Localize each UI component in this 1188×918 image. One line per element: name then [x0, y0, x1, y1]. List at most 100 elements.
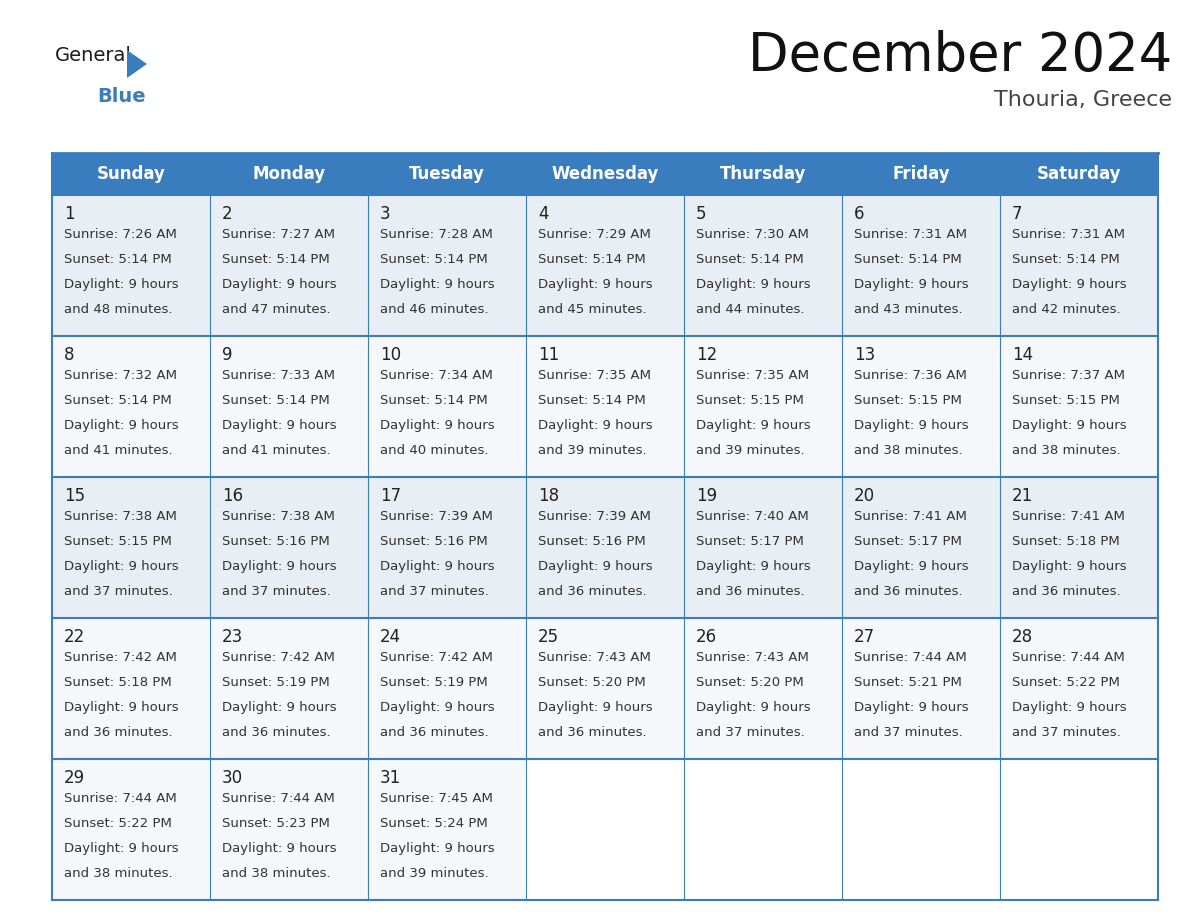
Text: Sunrise: 7:35 AM: Sunrise: 7:35 AM — [696, 369, 809, 382]
Text: Tuesday: Tuesday — [409, 165, 485, 183]
Text: 29: 29 — [64, 769, 86, 787]
Text: Sunset: 5:17 PM: Sunset: 5:17 PM — [696, 535, 804, 548]
Text: Saturday: Saturday — [1037, 165, 1121, 183]
Polygon shape — [127, 50, 147, 78]
Text: 14: 14 — [1012, 346, 1034, 364]
Text: Sunrise: 7:39 AM: Sunrise: 7:39 AM — [380, 510, 493, 523]
Text: 10: 10 — [380, 346, 402, 364]
Bar — [52, 153, 210, 195]
Text: Sunset: 5:15 PM: Sunset: 5:15 PM — [64, 535, 172, 548]
Bar — [842, 759, 1000, 900]
Text: Sunrise: 7:32 AM: Sunrise: 7:32 AM — [64, 369, 177, 382]
Bar — [210, 153, 368, 195]
Text: Sunset: 5:16 PM: Sunset: 5:16 PM — [380, 535, 488, 548]
Text: 5: 5 — [696, 205, 707, 223]
Text: Daylight: 9 hours: Daylight: 9 hours — [222, 560, 336, 573]
Text: Sunset: 5:24 PM: Sunset: 5:24 PM — [380, 817, 488, 830]
Text: and 36 minutes.: and 36 minutes. — [1012, 586, 1120, 599]
Bar — [52, 195, 1158, 336]
Text: Monday: Monday — [252, 165, 326, 183]
Text: Sunset: 5:16 PM: Sunset: 5:16 PM — [538, 535, 646, 548]
Text: Sunrise: 7:35 AM: Sunrise: 7:35 AM — [538, 369, 651, 382]
Text: Blue: Blue — [97, 87, 146, 106]
Text: Sunrise: 7:44 AM: Sunrise: 7:44 AM — [222, 792, 335, 805]
Bar — [52, 759, 1158, 900]
Text: Sunset: 5:22 PM: Sunset: 5:22 PM — [1012, 676, 1120, 689]
Text: Sunrise: 7:38 AM: Sunrise: 7:38 AM — [222, 510, 335, 523]
Text: Sunrise: 7:31 AM: Sunrise: 7:31 AM — [1012, 228, 1125, 241]
Text: Daylight: 9 hours: Daylight: 9 hours — [380, 278, 494, 291]
Text: and 36 minutes.: and 36 minutes. — [222, 726, 330, 739]
Text: December 2024: December 2024 — [747, 30, 1173, 82]
Text: Daylight: 9 hours: Daylight: 9 hours — [1012, 278, 1126, 291]
Text: Sunset: 5:14 PM: Sunset: 5:14 PM — [380, 253, 488, 266]
Text: Sunrise: 7:26 AM: Sunrise: 7:26 AM — [64, 228, 177, 241]
Text: Sunset: 5:19 PM: Sunset: 5:19 PM — [222, 676, 330, 689]
Text: 19: 19 — [696, 487, 718, 505]
Text: Sunrise: 7:44 AM: Sunrise: 7:44 AM — [1012, 651, 1125, 664]
Text: Sunset: 5:18 PM: Sunset: 5:18 PM — [1012, 535, 1120, 548]
Text: and 41 minutes.: and 41 minutes. — [64, 444, 172, 457]
Text: and 37 minutes.: and 37 minutes. — [1012, 726, 1120, 739]
Text: Daylight: 9 hours: Daylight: 9 hours — [854, 560, 968, 573]
Text: and 37 minutes.: and 37 minutes. — [854, 726, 962, 739]
Text: and 38 minutes.: and 38 minutes. — [222, 868, 330, 880]
Text: Sunset: 5:14 PM: Sunset: 5:14 PM — [380, 394, 488, 407]
Text: and 36 minutes.: and 36 minutes. — [380, 726, 488, 739]
Bar — [368, 153, 526, 195]
Text: and 39 minutes.: and 39 minutes. — [696, 444, 804, 457]
Text: Daylight: 9 hours: Daylight: 9 hours — [380, 701, 494, 714]
Text: Daylight: 9 hours: Daylight: 9 hours — [222, 278, 336, 291]
Text: Sunrise: 7:42 AM: Sunrise: 7:42 AM — [64, 651, 177, 664]
Text: Daylight: 9 hours: Daylight: 9 hours — [696, 420, 810, 432]
Text: 25: 25 — [538, 628, 560, 646]
Text: Sunrise: 7:43 AM: Sunrise: 7:43 AM — [538, 651, 651, 664]
Text: Daylight: 9 hours: Daylight: 9 hours — [538, 701, 652, 714]
Text: 20: 20 — [854, 487, 876, 505]
Text: and 37 minutes.: and 37 minutes. — [380, 586, 488, 599]
Text: and 41 minutes.: and 41 minutes. — [222, 444, 330, 457]
Text: Sunday: Sunday — [96, 165, 165, 183]
Text: and 42 minutes.: and 42 minutes. — [1012, 303, 1120, 317]
Text: Sunrise: 7:34 AM: Sunrise: 7:34 AM — [380, 369, 493, 382]
Text: and 37 minutes.: and 37 minutes. — [222, 586, 330, 599]
Text: 2: 2 — [222, 205, 233, 223]
Text: Sunset: 5:15 PM: Sunset: 5:15 PM — [696, 394, 804, 407]
Text: 26: 26 — [696, 628, 718, 646]
Text: Sunset: 5:15 PM: Sunset: 5:15 PM — [1012, 394, 1120, 407]
Text: Sunset: 5:14 PM: Sunset: 5:14 PM — [854, 253, 962, 266]
Text: Sunrise: 7:37 AM: Sunrise: 7:37 AM — [1012, 369, 1125, 382]
Text: Sunset: 5:19 PM: Sunset: 5:19 PM — [380, 676, 488, 689]
Text: Daylight: 9 hours: Daylight: 9 hours — [696, 278, 810, 291]
Text: Sunrise: 7:41 AM: Sunrise: 7:41 AM — [1012, 510, 1125, 523]
Text: Daylight: 9 hours: Daylight: 9 hours — [222, 701, 336, 714]
Text: Daylight: 9 hours: Daylight: 9 hours — [64, 560, 178, 573]
Text: Friday: Friday — [892, 165, 950, 183]
Text: Sunset: 5:14 PM: Sunset: 5:14 PM — [64, 394, 172, 407]
Text: and 36 minutes.: and 36 minutes. — [64, 726, 172, 739]
Text: Sunset: 5:14 PM: Sunset: 5:14 PM — [222, 253, 330, 266]
Text: Sunrise: 7:41 AM: Sunrise: 7:41 AM — [854, 510, 967, 523]
Text: and 40 minutes.: and 40 minutes. — [380, 444, 488, 457]
Text: Sunset: 5:14 PM: Sunset: 5:14 PM — [696, 253, 804, 266]
Text: Daylight: 9 hours: Daylight: 9 hours — [380, 560, 494, 573]
Bar — [526, 759, 684, 900]
Text: Daylight: 9 hours: Daylight: 9 hours — [64, 278, 178, 291]
Text: Daylight: 9 hours: Daylight: 9 hours — [538, 420, 652, 432]
Text: Daylight: 9 hours: Daylight: 9 hours — [696, 560, 810, 573]
Text: Daylight: 9 hours: Daylight: 9 hours — [64, 701, 178, 714]
Text: Sunrise: 7:36 AM: Sunrise: 7:36 AM — [854, 369, 967, 382]
Bar — [1000, 759, 1158, 900]
Text: Sunset: 5:14 PM: Sunset: 5:14 PM — [64, 253, 172, 266]
Text: Thouria, Greece: Thouria, Greece — [994, 90, 1173, 110]
Text: Sunrise: 7:28 AM: Sunrise: 7:28 AM — [380, 228, 493, 241]
Text: Sunrise: 7:31 AM: Sunrise: 7:31 AM — [854, 228, 967, 241]
Text: and 38 minutes.: and 38 minutes. — [1012, 444, 1120, 457]
Bar — [52, 336, 1158, 477]
Bar — [52, 477, 1158, 618]
Text: Daylight: 9 hours: Daylight: 9 hours — [380, 420, 494, 432]
Bar — [52, 618, 1158, 759]
Text: and 43 minutes.: and 43 minutes. — [854, 303, 962, 317]
Text: Daylight: 9 hours: Daylight: 9 hours — [380, 842, 494, 856]
Text: Sunset: 5:18 PM: Sunset: 5:18 PM — [64, 676, 172, 689]
